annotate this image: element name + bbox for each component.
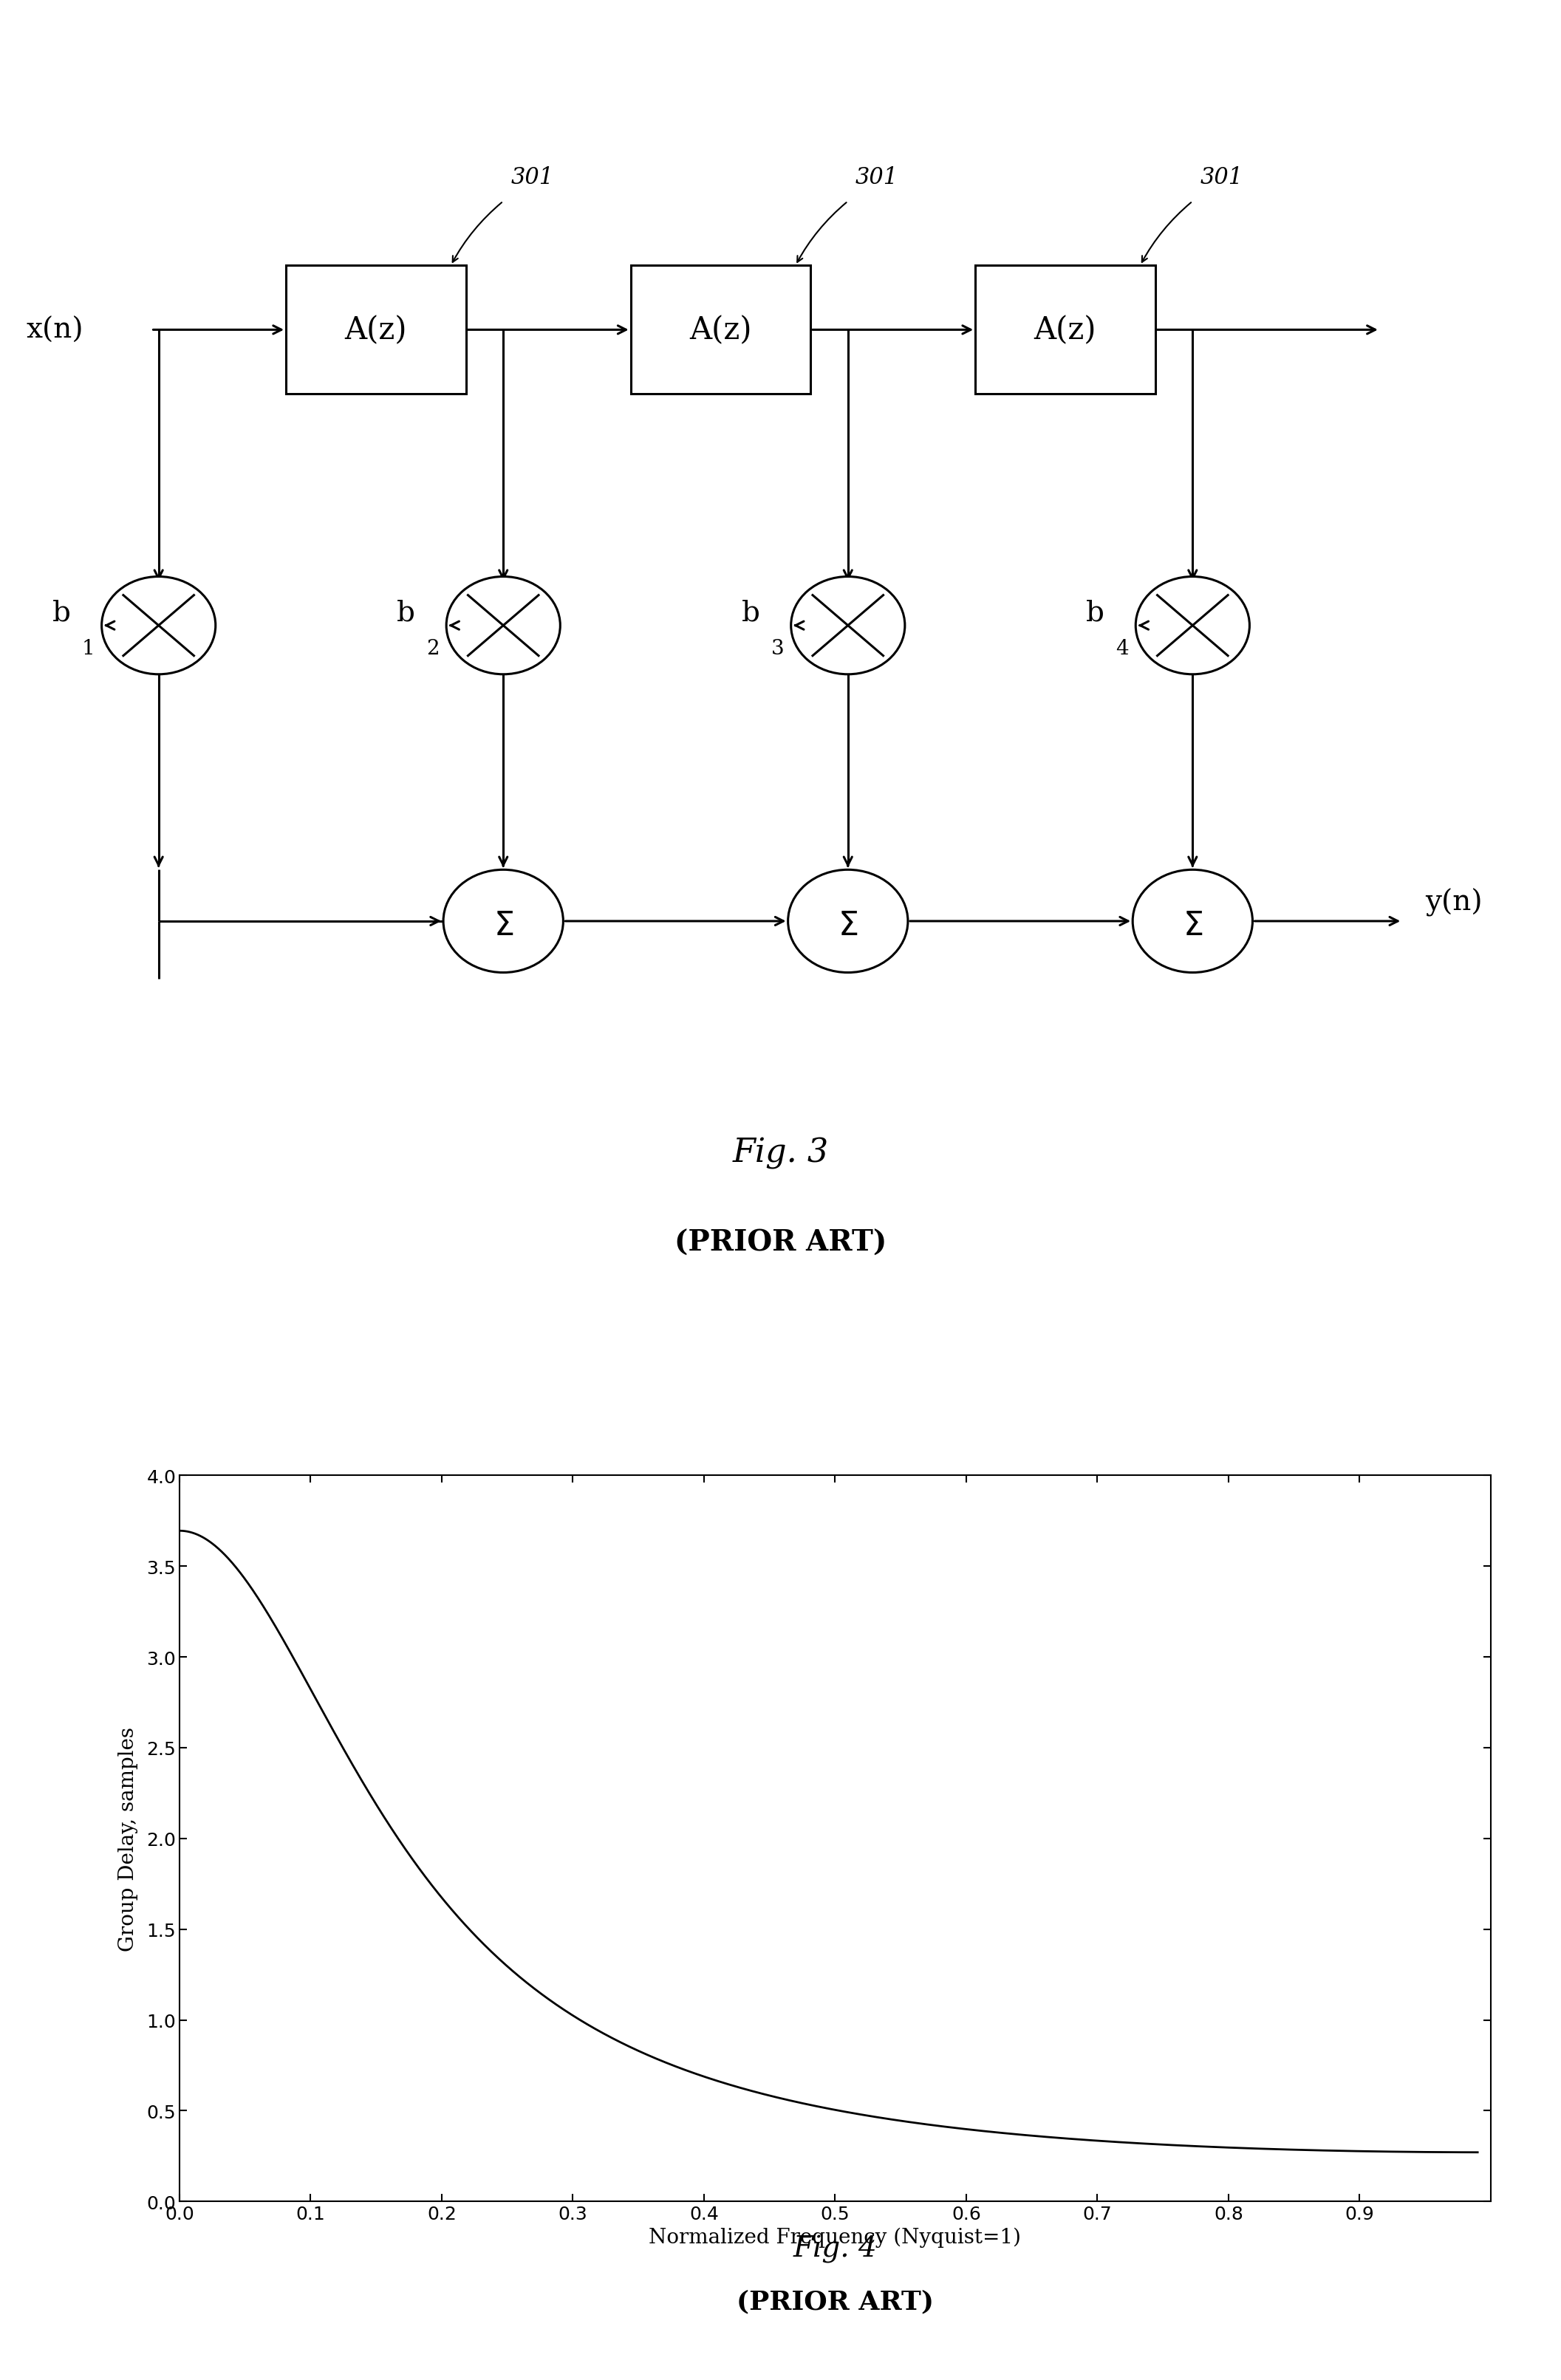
- Text: A(z): A(z): [1033, 314, 1096, 345]
- Text: b: b: [52, 600, 70, 626]
- Text: A(z): A(z): [690, 314, 752, 345]
- Text: 301: 301: [1200, 167, 1243, 188]
- Circle shape: [101, 576, 215, 676]
- Circle shape: [1133, 871, 1252, 973]
- Text: $\Sigma$: $\Sigma$: [1183, 909, 1202, 942]
- X-axis label: Normalized Frequency (Nyquist=1): Normalized Frequency (Nyquist=1): [649, 2228, 1021, 2247]
- Text: (PRIOR ART): (PRIOR ART): [737, 2290, 933, 2313]
- Text: $\Sigma$: $\Sigma$: [838, 909, 859, 942]
- Text: Fig. 3: Fig. 3: [732, 1138, 829, 1169]
- Circle shape: [788, 871, 909, 973]
- Bar: [631, 267, 810, 395]
- Text: 4: 4: [1116, 640, 1129, 659]
- Text: (PRIOR ART): (PRIOR ART): [674, 1228, 887, 1257]
- Text: x(n): x(n): [27, 317, 84, 345]
- Text: b: b: [396, 600, 415, 626]
- Circle shape: [1136, 576, 1249, 676]
- Text: b: b: [741, 600, 760, 626]
- Bar: [976, 267, 1155, 395]
- Bar: [286, 267, 465, 395]
- Circle shape: [446, 576, 560, 676]
- Text: 3: 3: [771, 640, 784, 659]
- Text: Fig. 4: Fig. 4: [793, 2235, 877, 2263]
- Circle shape: [791, 576, 905, 676]
- Circle shape: [443, 871, 564, 973]
- Text: 1: 1: [81, 640, 95, 659]
- Y-axis label: Group Delay, samples: Group Delay, samples: [119, 1725, 139, 1952]
- Text: $\Sigma$: $\Sigma$: [493, 909, 514, 942]
- Text: 301: 301: [855, 167, 899, 188]
- Text: 301: 301: [510, 167, 554, 188]
- Text: b: b: [1086, 600, 1104, 626]
- Text: y(n): y(n): [1425, 888, 1483, 916]
- Text: A(z): A(z): [345, 314, 407, 345]
- Text: 2: 2: [426, 640, 439, 659]
